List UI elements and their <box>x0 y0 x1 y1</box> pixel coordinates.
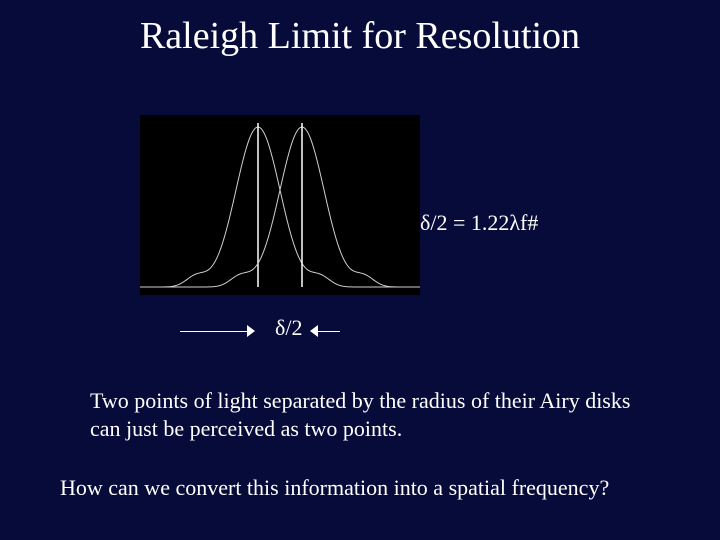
slide-title: Raleigh Limit for Resolution <box>0 14 720 58</box>
delta-arrow-left <box>180 325 255 337</box>
raleigh-formula: δ/2 = 1.22λf# <box>420 210 538 236</box>
delta-arrow-right-head <box>310 325 318 337</box>
question-text: How can we convert this information into… <box>60 475 680 501</box>
airy-disk-diagram <box>140 115 420 295</box>
explanation-text: Two points of light separated by the rad… <box>90 387 650 442</box>
delta-arrow-right-line <box>318 331 340 332</box>
slide-root: Raleigh Limit for Resolution δ/2 = 1.22λ… <box>0 0 720 540</box>
delta-arrow-left-line <box>180 331 247 332</box>
airy-curves-svg <box>140 115 420 295</box>
delta-arrow-right <box>310 325 340 337</box>
delta-arrow-left-head <box>247 325 255 337</box>
delta-half-label: δ/2 <box>275 315 302 341</box>
